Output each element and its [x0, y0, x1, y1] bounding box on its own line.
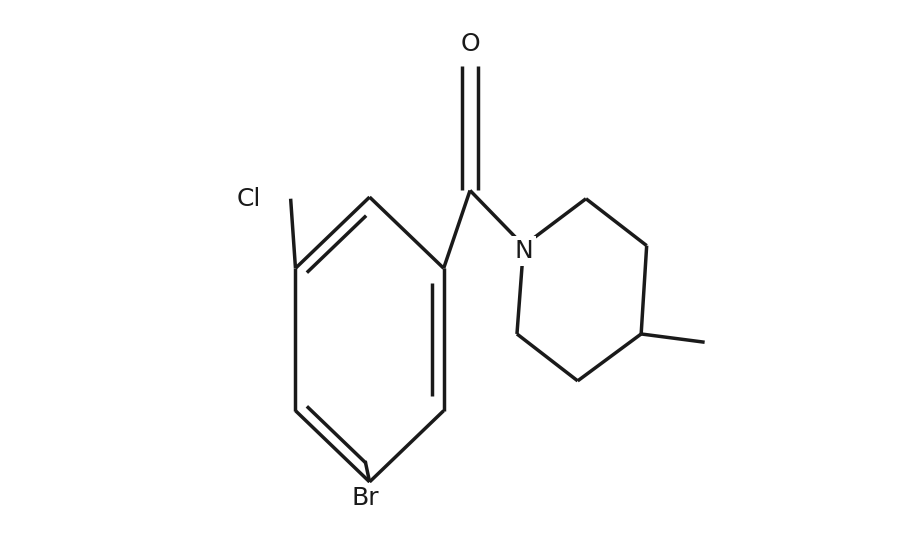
- Text: Br: Br: [352, 486, 379, 510]
- Text: N: N: [514, 239, 533, 263]
- Text: Cl: Cl: [237, 187, 262, 211]
- Text: O: O: [460, 32, 480, 56]
